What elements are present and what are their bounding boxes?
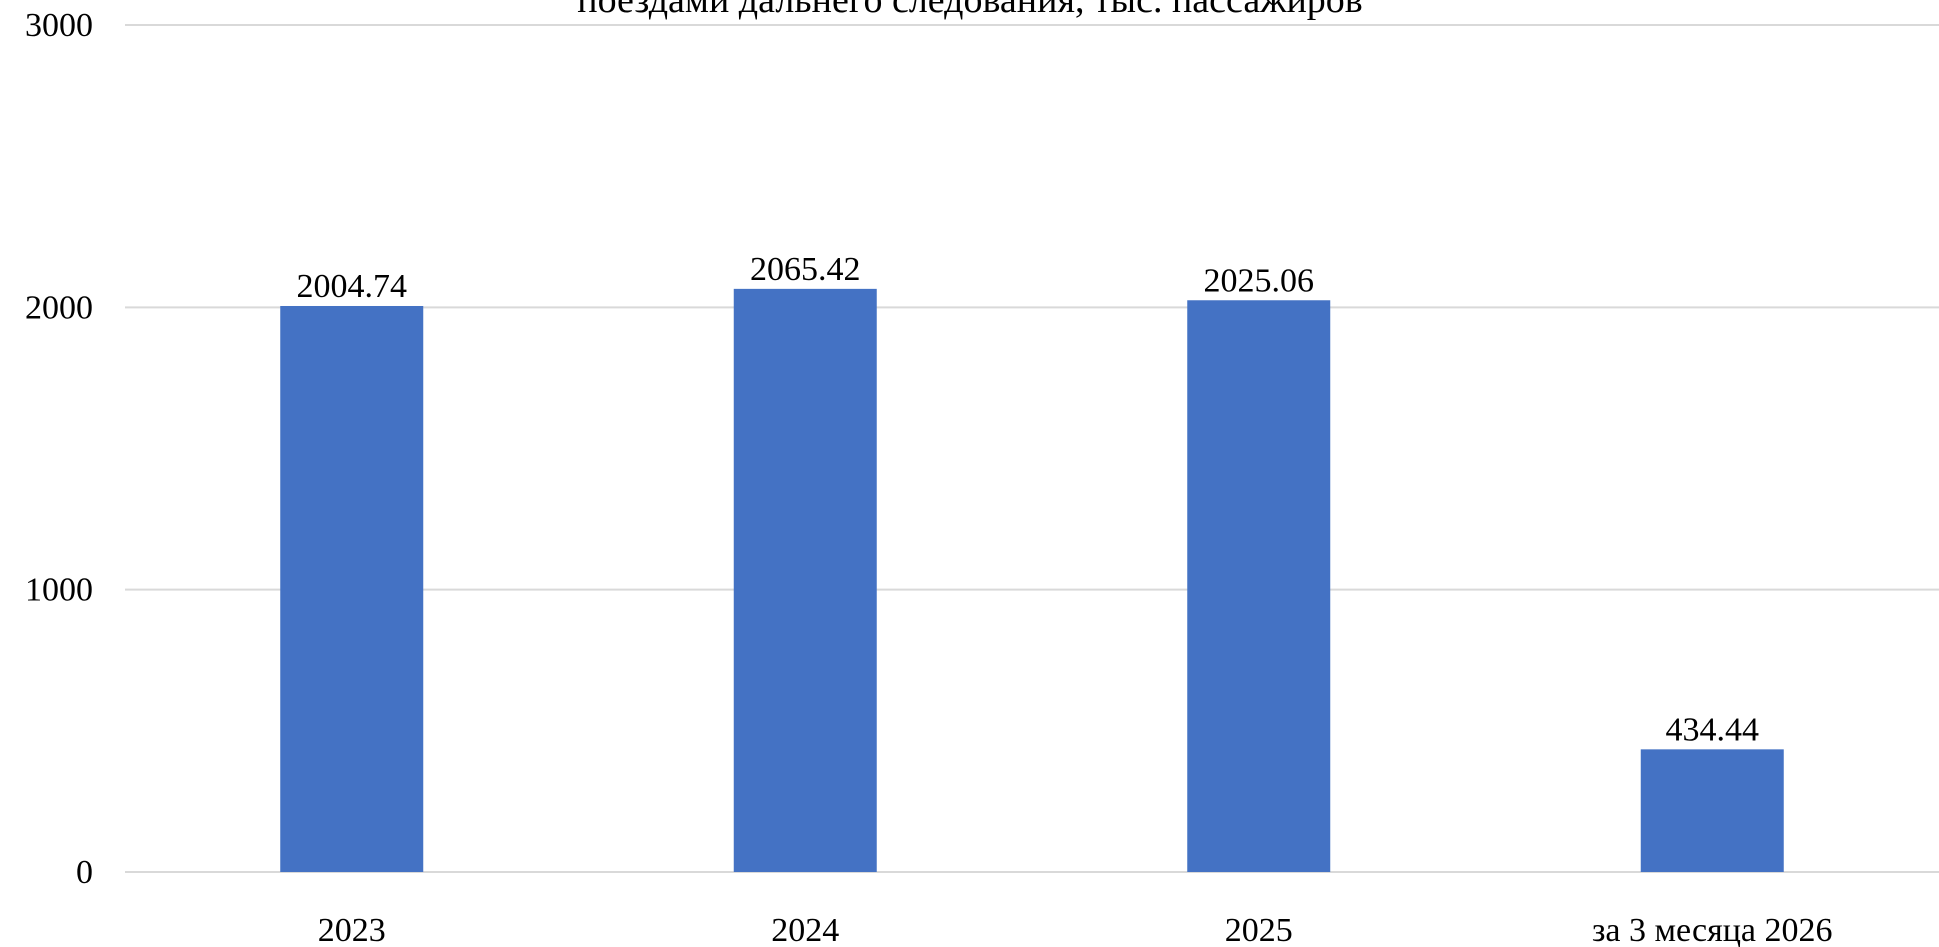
y-tick-label: 3000 (25, 7, 93, 44)
x-tick-label: 2023 (318, 912, 386, 947)
x-axis-ticks: 2023 2024 2025 за 3 месяца 2026 (318, 912, 1833, 947)
y-axis-ticks: 0 1000 2000 3000 (25, 7, 93, 891)
data-label: 2004.74 (297, 268, 408, 305)
chart-title: поездами дальнего следования, тыс. пасса… (577, 0, 1363, 21)
gridlines (125, 24, 1939, 873)
data-label: 434.44 (1666, 711, 1760, 748)
bar (280, 305, 424, 872)
bar (1640, 749, 1784, 872)
x-tick-label: за 3 месяца 2026 (1592, 912, 1833, 947)
bar (1187, 300, 1331, 872)
y-tick-label: 0 (76, 854, 93, 891)
y-tick-label: 2000 (25, 289, 93, 326)
x-tick-label: 2024 (771, 912, 839, 947)
data-label: 2025.06 (1204, 262, 1315, 299)
y-tick-label: 1000 (25, 572, 93, 609)
bars (280, 288, 1784, 872)
x-tick-label: 2025 (1225, 912, 1293, 947)
data-labels: 2004.74 2065.42 2025.06 434.44 (297, 251, 1760, 748)
data-label: 2065.42 (750, 251, 861, 288)
bar (733, 288, 877, 872)
